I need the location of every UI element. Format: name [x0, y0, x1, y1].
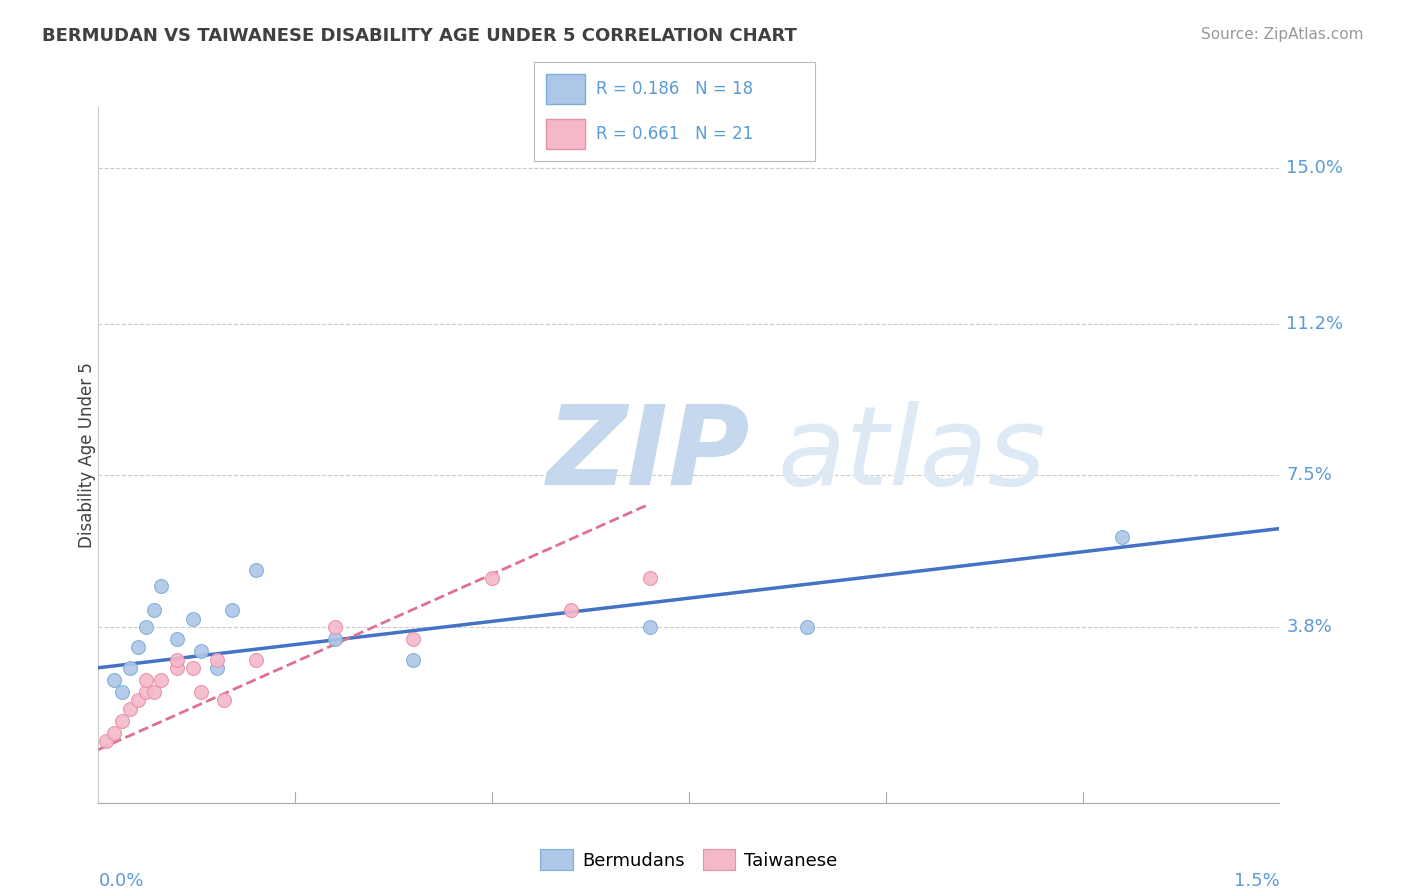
- Point: [127, 693, 149, 707]
- Text: Source: ZipAtlas.com: Source: ZipAtlas.com: [1201, 27, 1364, 42]
- Point: [402, 652, 425, 666]
- Point: [560, 603, 582, 617]
- Point: [323, 632, 346, 646]
- Point: [181, 612, 204, 626]
- Point: [481, 571, 503, 585]
- Legend: Bermudans, Taiwanese: Bermudans, Taiwanese: [533, 842, 845, 877]
- Point: [135, 673, 157, 687]
- Point: [221, 603, 243, 617]
- Point: [205, 652, 228, 666]
- Text: 11.2%: 11.2%: [1286, 315, 1344, 333]
- Text: R = 0.661   N = 21: R = 0.661 N = 21: [596, 125, 754, 143]
- Point: [214, 693, 236, 707]
- Point: [245, 562, 267, 576]
- Point: [103, 726, 125, 740]
- Point: [166, 661, 188, 675]
- Text: ZIP: ZIP: [547, 401, 751, 508]
- Text: atlas: atlas: [778, 401, 1046, 508]
- Text: 3.8%: 3.8%: [1286, 618, 1333, 636]
- Text: 7.5%: 7.5%: [1286, 467, 1333, 484]
- Point: [142, 685, 165, 699]
- Point: [190, 644, 212, 658]
- Point: [402, 632, 425, 646]
- Text: 1.5%: 1.5%: [1233, 872, 1279, 890]
- Point: [135, 620, 157, 634]
- Point: [205, 661, 228, 675]
- Point: [638, 571, 661, 585]
- Point: [142, 603, 165, 617]
- Bar: [546, 74, 585, 103]
- Point: [103, 673, 125, 687]
- Point: [190, 685, 212, 699]
- Text: 15.0%: 15.0%: [1286, 160, 1344, 178]
- Point: [150, 673, 173, 687]
- Point: [166, 632, 188, 646]
- Point: [638, 620, 661, 634]
- Text: 0.0%: 0.0%: [98, 872, 143, 890]
- Point: [96, 734, 118, 748]
- Point: [118, 701, 141, 715]
- Point: [1111, 530, 1133, 544]
- Bar: [546, 120, 585, 149]
- Text: BERMUDAN VS TAIWANESE DISABILITY AGE UNDER 5 CORRELATION CHART: BERMUDAN VS TAIWANESE DISABILITY AGE UND…: [42, 27, 797, 45]
- Point: [796, 620, 818, 634]
- Point: [127, 640, 149, 655]
- Point: [135, 685, 157, 699]
- Text: R = 0.186   N = 18: R = 0.186 N = 18: [596, 80, 754, 98]
- Y-axis label: Disability Age Under 5: Disability Age Under 5: [79, 362, 96, 548]
- Point: [166, 652, 188, 666]
- Point: [181, 661, 204, 675]
- Point: [111, 714, 134, 728]
- Point: [150, 579, 173, 593]
- Point: [111, 685, 134, 699]
- Point: [323, 620, 346, 634]
- Point: [245, 652, 267, 666]
- Point: [118, 661, 141, 675]
